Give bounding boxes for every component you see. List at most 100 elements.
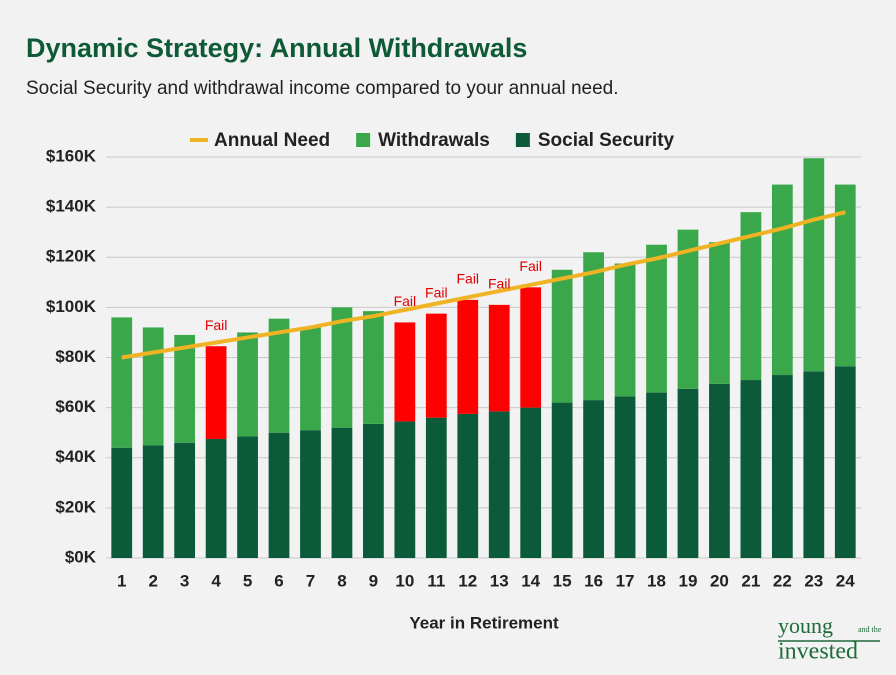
- y-tick-label: $40K: [55, 447, 96, 466]
- bar: [803, 158, 825, 372]
- x-tick-label: 15: [553, 571, 572, 590]
- x-tick-label: 1: [117, 571, 126, 590]
- y-tick-label: $20K: [55, 497, 96, 516]
- legend-label: Annual Need: [214, 130, 330, 151]
- bar: [771, 184, 793, 376]
- x-tick-label: 8: [337, 571, 346, 590]
- bar: [363, 423, 384, 558]
- line: [121, 210, 846, 360]
- bar: [771, 375, 793, 558]
- bar: [331, 427, 353, 558]
- y-tick-label: $160K: [46, 146, 97, 165]
- bar: [425, 417, 447, 558]
- x-tick-label: 12: [458, 571, 477, 590]
- x-tick-label: 22: [773, 571, 792, 590]
- bar: [803, 371, 825, 558]
- bar: [834, 366, 856, 558]
- legend-label: Withdrawals: [378, 130, 490, 151]
- bar: [174, 442, 196, 558]
- bar: [174, 334, 196, 443]
- fail-label: Fail: [519, 258, 542, 274]
- chart-subtitle: Social Security and withdrawal income co…: [26, 78, 619, 99]
- bar: [740, 212, 762, 381]
- x-tick-label: 21: [741, 571, 760, 590]
- x-tick-label: 5: [243, 571, 252, 590]
- x-tick-label: 7: [306, 571, 315, 590]
- fail-label: Fail: [488, 276, 511, 292]
- x-tick-label: 23: [804, 571, 823, 590]
- bar: [268, 318, 290, 433]
- bar: [520, 287, 542, 408]
- bar: [205, 346, 227, 439]
- legend-swatch: [356, 133, 371, 147]
- bar: [551, 402, 573, 558]
- y-tick-label: $0K: [65, 547, 97, 566]
- bar: [457, 413, 479, 558]
- bar: [331, 307, 353, 428]
- x-tick-label: 11: [427, 571, 445, 590]
- bar: [677, 388, 699, 558]
- fail-label: Fail: [425, 284, 448, 300]
- logo-text: and the: [858, 625, 882, 634]
- bar: [394, 421, 416, 558]
- legend-swatch: [515, 133, 530, 147]
- x-tick-label: 2: [148, 571, 157, 590]
- fail-label: Fail: [205, 317, 228, 333]
- x-axis-title: Year in Retirement: [409, 613, 559, 632]
- y-tick-label: $100K: [46, 297, 97, 316]
- bar: [111, 447, 133, 558]
- bar: [709, 242, 730, 384]
- x-tick-label: 9: [369, 571, 378, 590]
- bar: [834, 184, 856, 367]
- logo-text: young: [778, 613, 833, 638]
- bar: [709, 383, 730, 558]
- bar: [111, 317, 133, 448]
- x-tick-label: 4: [211, 571, 221, 590]
- x-tick-label: 24: [836, 571, 855, 590]
- bar: [142, 327, 164, 446]
- bar: [268, 432, 290, 558]
- x-tick-label: 20: [710, 571, 729, 590]
- bar: [205, 438, 227, 558]
- bar: [237, 332, 258, 437]
- bar: [646, 392, 667, 558]
- bar: [488, 304, 510, 412]
- bar: [551, 269, 573, 403]
- x-tick-label: 13: [490, 571, 509, 590]
- bar: [614, 263, 636, 397]
- y-tick-label: $140K: [46, 197, 97, 216]
- x-tick-label: 16: [584, 571, 603, 590]
- bar: [677, 229, 699, 389]
- logo: young and the invested: [778, 613, 882, 665]
- bar: [394, 322, 416, 422]
- bar: [583, 400, 604, 558]
- x-tick-label: 19: [679, 571, 698, 590]
- bar: [142, 445, 164, 558]
- bar: [488, 411, 510, 558]
- bar: [237, 436, 258, 558]
- bar: [363, 311, 384, 424]
- bar: [457, 299, 479, 414]
- bar: [740, 380, 762, 558]
- logo-text: invested: [778, 639, 858, 665]
- bar: [425, 313, 447, 418]
- bar: [583, 252, 604, 401]
- x-tick-label: 14: [521, 571, 540, 590]
- y-tick-label: $80K: [55, 347, 96, 366]
- legend-label: Social Security: [538, 130, 675, 151]
- bar: [520, 407, 542, 558]
- chart-title: Dynamic Strategy: Annual Withdrawals: [26, 33, 527, 63]
- bar: [614, 396, 636, 558]
- fail-label: Fail: [394, 293, 417, 309]
- x-tick-label: 18: [647, 571, 666, 590]
- x-tick-label: 17: [616, 571, 635, 590]
- x-tick-label: 6: [274, 571, 283, 590]
- fail-label: Fail: [456, 271, 479, 287]
- y-tick-label: $120K: [46, 247, 97, 266]
- x-tick-label: 3: [180, 571, 189, 590]
- bar: [300, 430, 321, 558]
- bar: [646, 244, 667, 393]
- x-tick-label: 10: [395, 571, 414, 590]
- bar: [300, 327, 321, 431]
